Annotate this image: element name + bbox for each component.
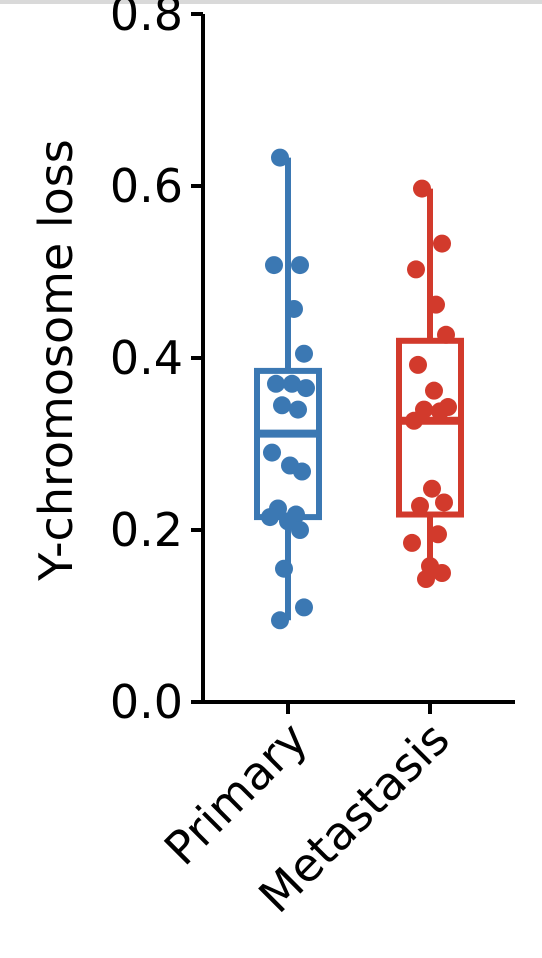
- data-point: [431, 402, 449, 421]
- data-point: [289, 400, 307, 419]
- data-point: [267, 374, 285, 393]
- data-point: [261, 508, 279, 527]
- data-point: [413, 179, 431, 198]
- data-point: [271, 148, 289, 167]
- data-point: [295, 344, 313, 363]
- data-point: [407, 260, 425, 279]
- data-point: [273, 396, 291, 415]
- box-group-metastasis: [396, 179, 464, 714]
- data-point: [295, 598, 313, 617]
- y-axis-title: Y-chromosome loss: [29, 139, 83, 581]
- data-point: [271, 611, 289, 630]
- y-tick-label: 0.4: [110, 331, 183, 385]
- data-point: [403, 533, 421, 552]
- data-point: [427, 295, 445, 314]
- data-point: [425, 381, 443, 400]
- y-tick-label: 0.8: [110, 0, 183, 41]
- data-point: [275, 559, 293, 578]
- data-point: [265, 256, 283, 275]
- data-point: [437, 325, 455, 344]
- data-point: [417, 570, 435, 589]
- data-point: [293, 462, 311, 481]
- data-point: [263, 443, 281, 462]
- data-point: [291, 521, 309, 539]
- top-rule: [0, 0, 542, 4]
- data-point: [297, 379, 315, 398]
- axes: [201, 14, 515, 704]
- data-point: [433, 564, 451, 582]
- data-point: [433, 234, 451, 253]
- box: [396, 337, 464, 518]
- y-tick-label: 0.0: [110, 675, 183, 729]
- data-point: [429, 525, 447, 544]
- box-groups: [254, 148, 464, 714]
- data-point: [285, 299, 303, 318]
- y-tick-label: 0.6: [110, 159, 183, 213]
- data-point: [435, 493, 453, 512]
- data-point: [409, 355, 427, 374]
- data-point: [291, 256, 309, 275]
- data-point: [405, 411, 423, 430]
- y-axis-ticks: 0.0 0.2 0.4 0.6 0.8: [110, 0, 203, 729]
- box-group-primary: [254, 148, 322, 714]
- data-point: [411, 496, 429, 515]
- data-point: [283, 374, 301, 393]
- y-tick-label: 0.2: [110, 503, 183, 557]
- data-point: [423, 479, 441, 498]
